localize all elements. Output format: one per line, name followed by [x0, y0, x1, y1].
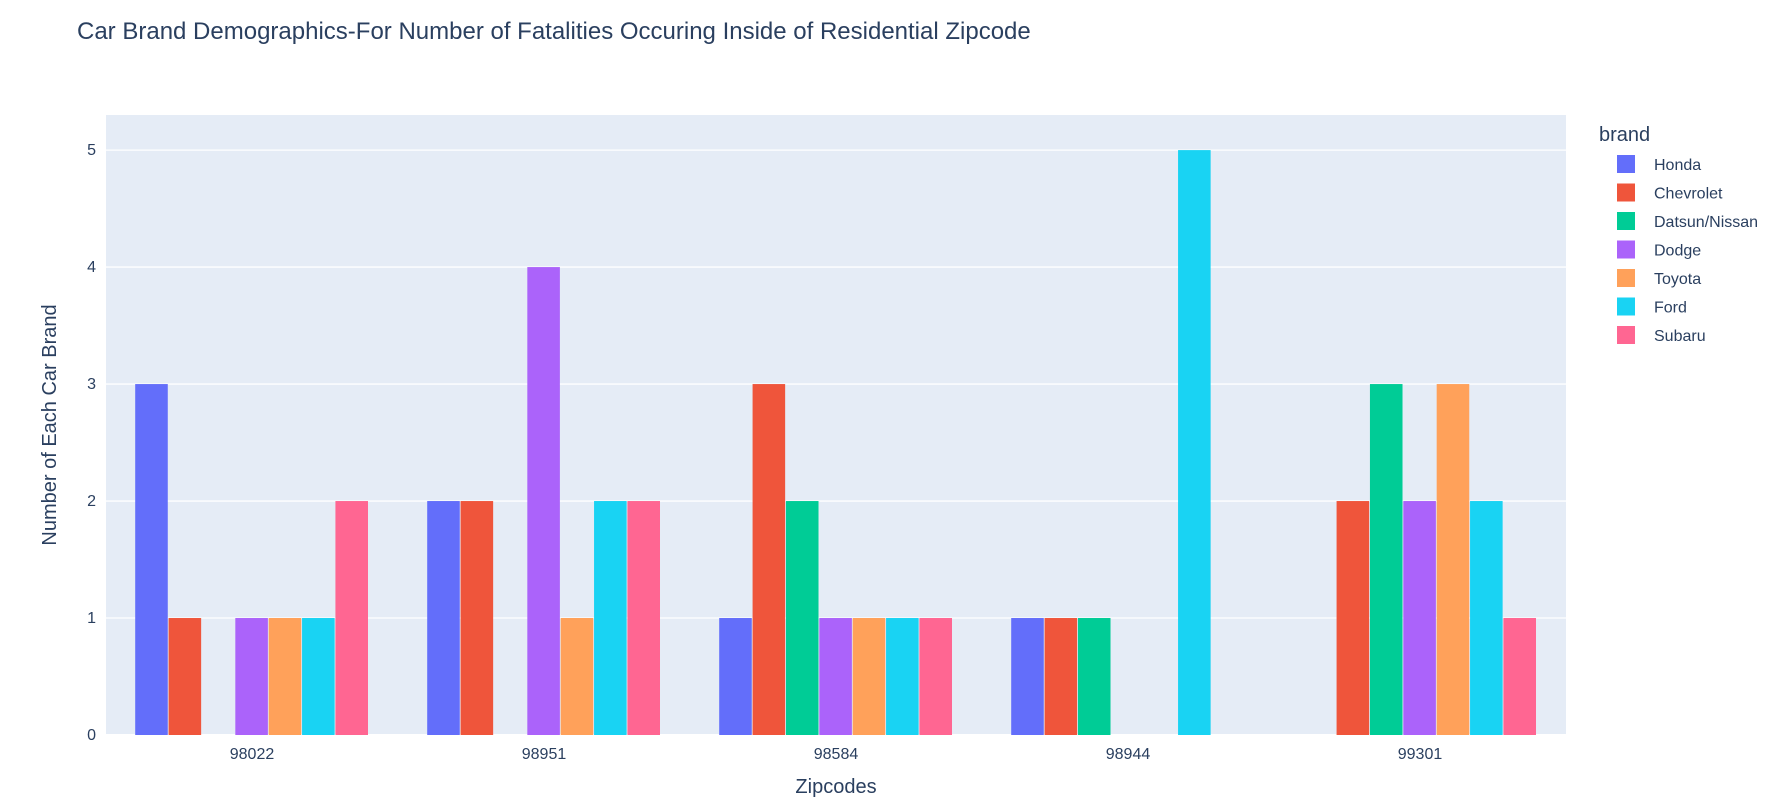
bar-dodge-98951[interactable]: [527, 267, 560, 735]
bar-datsun-nissan-98584[interactable]: [785, 501, 819, 735]
legend-item-chevrolet[interactable]: Chevrolet: [1617, 183, 1723, 203]
legend-label: Subaru: [1654, 328, 1706, 345]
bar-ford-98584[interactable]: [886, 618, 919, 735]
y-tick-label: 3: [87, 376, 96, 393]
y-tick-label: 5: [87, 142, 96, 159]
legend-label: Datsun/Nissan: [1654, 214, 1758, 231]
bar-toyota-99301[interactable]: [1436, 384, 1470, 735]
legend-swatch: [1617, 240, 1635, 259]
bar-chevrolet-98944[interactable]: [1044, 618, 1078, 735]
bar-subaru-98584[interactable]: [919, 618, 952, 735]
legend-item-honda[interactable]: Honda: [1617, 155, 1701, 174]
x-tick-label: 98022: [230, 746, 275, 763]
bar-dodge-98584[interactable]: [819, 618, 852, 735]
bar-datsun-nissan-99301[interactable]: [1369, 384, 1403, 735]
legend-item-toyota[interactable]: Toyota: [1617, 269, 1701, 288]
legend-item-subaru[interactable]: Subaru: [1617, 326, 1706, 345]
bar-ford-98944[interactable]: [1178, 150, 1211, 735]
bar-subaru-99301[interactable]: [1503, 618, 1536, 735]
y-tick-label: 0: [87, 727, 96, 744]
bar-chevrolet-98022[interactable]: [168, 618, 202, 735]
x-tick-label: 98951: [522, 746, 567, 763]
y-axis-title: Number of Each Car Brand: [39, 304, 61, 545]
bar-honda-98951[interactable]: [427, 501, 460, 735]
y-tick-label: 2: [87, 493, 96, 510]
legend-swatch: [1617, 212, 1635, 230]
x-axis-title: Zipcodes: [795, 776, 876, 798]
legend[interactable]: brand Honda Chevrolet Datsun/Nissan Dodge To…: [1599, 124, 1758, 345]
chart-title: Car Brand Demographics-For Number of Fat…: [77, 18, 1031, 45]
x-tick-label: 98944: [1106, 746, 1151, 763]
legend-item-ford[interactable]: Ford: [1617, 297, 1687, 317]
bar-toyota-98584[interactable]: [852, 618, 886, 735]
bar-chevrolet-98951[interactable]: [460, 501, 494, 735]
bar-honda-98944[interactable]: [1011, 618, 1044, 735]
legend-label: Dodge: [1654, 243, 1701, 260]
bar-ford-98951[interactable]: [594, 501, 627, 735]
bar-chevrolet-98584[interactable]: [752, 384, 786, 735]
bar-chevrolet-99301[interactable]: [1336, 501, 1370, 735]
bars: [135, 150, 1536, 735]
legend-label: Ford: [1654, 300, 1687, 317]
x-tick-label: 99301: [1398, 746, 1443, 763]
bar-ford-98022[interactable]: [302, 618, 335, 735]
y-axis-ticks: 0 1 2 3 4 5: [87, 142, 96, 744]
legend-swatch: [1617, 183, 1635, 202]
legend-swatch: [1617, 297, 1635, 316]
legend-label: Honda: [1654, 157, 1701, 174]
bar-dodge-98022[interactable]: [235, 618, 268, 735]
bar-honda-98022[interactable]: [135, 384, 168, 735]
bar-subaru-98022[interactable]: [335, 501, 368, 735]
legend-item-datsun-nissan[interactable]: Datsun/Nissan: [1617, 212, 1758, 231]
legend-swatch: [1617, 269, 1635, 287]
legend-item-dodge[interactable]: Dodge: [1617, 240, 1701, 260]
bar-honda-98584[interactable]: [719, 618, 752, 735]
bar-toyota-98022[interactable]: [268, 618, 302, 735]
x-axis-ticks: 98022 98951 98584 98944 99301: [230, 746, 1443, 763]
bar-dodge-99301[interactable]: [1403, 501, 1436, 735]
bar-subaru-98951[interactable]: [627, 501, 660, 735]
bar-datsun-nissan-98944[interactable]: [1077, 618, 1111, 735]
y-tick-label: 4: [87, 259, 96, 276]
legend-swatch: [1617, 155, 1635, 173]
bar-ford-99301[interactable]: [1470, 501, 1503, 735]
legend-label: Chevrolet: [1654, 186, 1723, 203]
legend-swatch: [1617, 326, 1635, 344]
legend-title: brand: [1599, 124, 1650, 146]
bar-toyota-98951[interactable]: [560, 618, 594, 735]
y-tick-label: 1: [87, 610, 96, 627]
x-tick-label: 98584: [814, 746, 859, 763]
legend-label: Toyota: [1654, 271, 1701, 288]
